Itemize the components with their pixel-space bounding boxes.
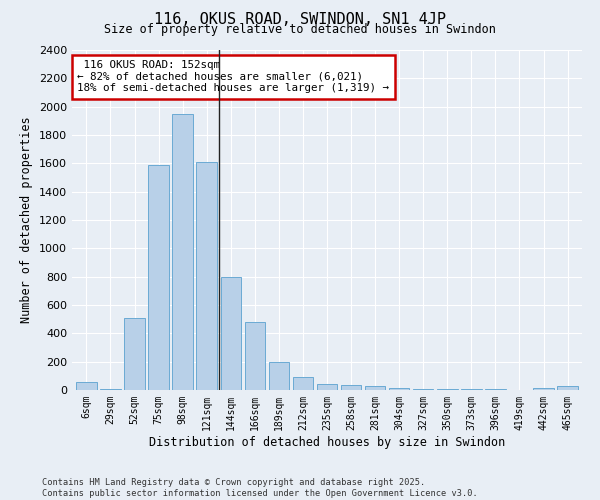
Bar [245, 322, 265, 390]
Bar [76, 382, 97, 390]
Bar [533, 388, 554, 390]
Bar [341, 385, 361, 390]
Bar [221, 276, 241, 390]
Bar [437, 389, 458, 390]
Bar [124, 318, 145, 390]
Bar [389, 388, 409, 390]
Text: 116 OKUS ROAD: 152sqm
← 82% of detached houses are smaller (6,021)
18% of semi-d: 116 OKUS ROAD: 152sqm ← 82% of detached … [77, 60, 389, 94]
Bar [413, 388, 433, 390]
Bar [148, 165, 169, 390]
Bar [196, 162, 217, 390]
Bar [172, 114, 193, 390]
Text: 116, OKUS ROAD, SWINDON, SN1 4JP: 116, OKUS ROAD, SWINDON, SN1 4JP [154, 12, 446, 28]
Bar [317, 384, 337, 390]
Bar [365, 386, 385, 390]
Bar [557, 386, 578, 390]
Text: Size of property relative to detached houses in Swindon: Size of property relative to detached ho… [104, 22, 496, 36]
X-axis label: Distribution of detached houses by size in Swindon: Distribution of detached houses by size … [149, 436, 505, 448]
Bar [269, 362, 289, 390]
Bar [100, 388, 121, 390]
Text: Contains HM Land Registry data © Crown copyright and database right 2025.
Contai: Contains HM Land Registry data © Crown c… [42, 478, 478, 498]
Bar [293, 378, 313, 390]
Y-axis label: Number of detached properties: Number of detached properties [20, 116, 34, 324]
